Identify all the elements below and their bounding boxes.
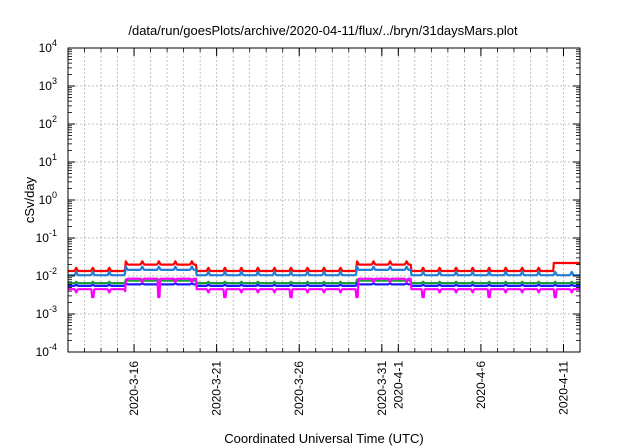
x-tick-label: 2020-3-26 — [292, 361, 306, 416]
axis-ticks — [68, 47, 580, 353]
y-tick-label: 100 — [39, 190, 57, 207]
series-line — [67, 282, 581, 287]
x-tick-label: 2020-4-11 — [556, 361, 570, 415]
x-tick-label: 2020-4-1 — [391, 361, 405, 409]
x-tick-label: 2020-4-6 — [474, 361, 488, 409]
y-tick-label: 10-1 — [36, 228, 57, 245]
y-tick-label: 10-2 — [36, 266, 57, 283]
series-lines — [67, 260, 581, 299]
x-tick-label: 2020-3-31 — [375, 361, 389, 416]
y-tick-label: 104 — [39, 38, 57, 55]
y-axis-label: cSv/day — [22, 176, 37, 223]
y-tick-label: 102 — [39, 114, 57, 131]
x-axis-label: Coordinated Universal Time (UTC) — [224, 431, 423, 446]
y-tick-label: 101 — [39, 152, 57, 169]
x-tick-label: 2020-3-21 — [210, 361, 224, 416]
y-tick-labels: 10-4 10-3 10-2 10-1 100 101 102 103 104 — [36, 38, 57, 359]
y-tick-label: 10-4 — [36, 342, 57, 359]
series-line — [67, 265, 581, 277]
y-tick-label: 103 — [39, 76, 57, 93]
x-tick-label: 2020-3-16 — [127, 361, 141, 416]
series-line — [67, 277, 581, 299]
y-tick-label: 10-3 — [36, 304, 57, 321]
gridlines — [68, 48, 580, 352]
chart-title: /data/run/goesPlots/archive/2020-04-11/f… — [128, 23, 518, 38]
series-line — [67, 260, 581, 273]
series-line — [67, 278, 581, 285]
x-tick-labels: 2020-3-16 2020-3-21 2020-3-26 2020-3-31 2020… — [127, 361, 570, 416]
